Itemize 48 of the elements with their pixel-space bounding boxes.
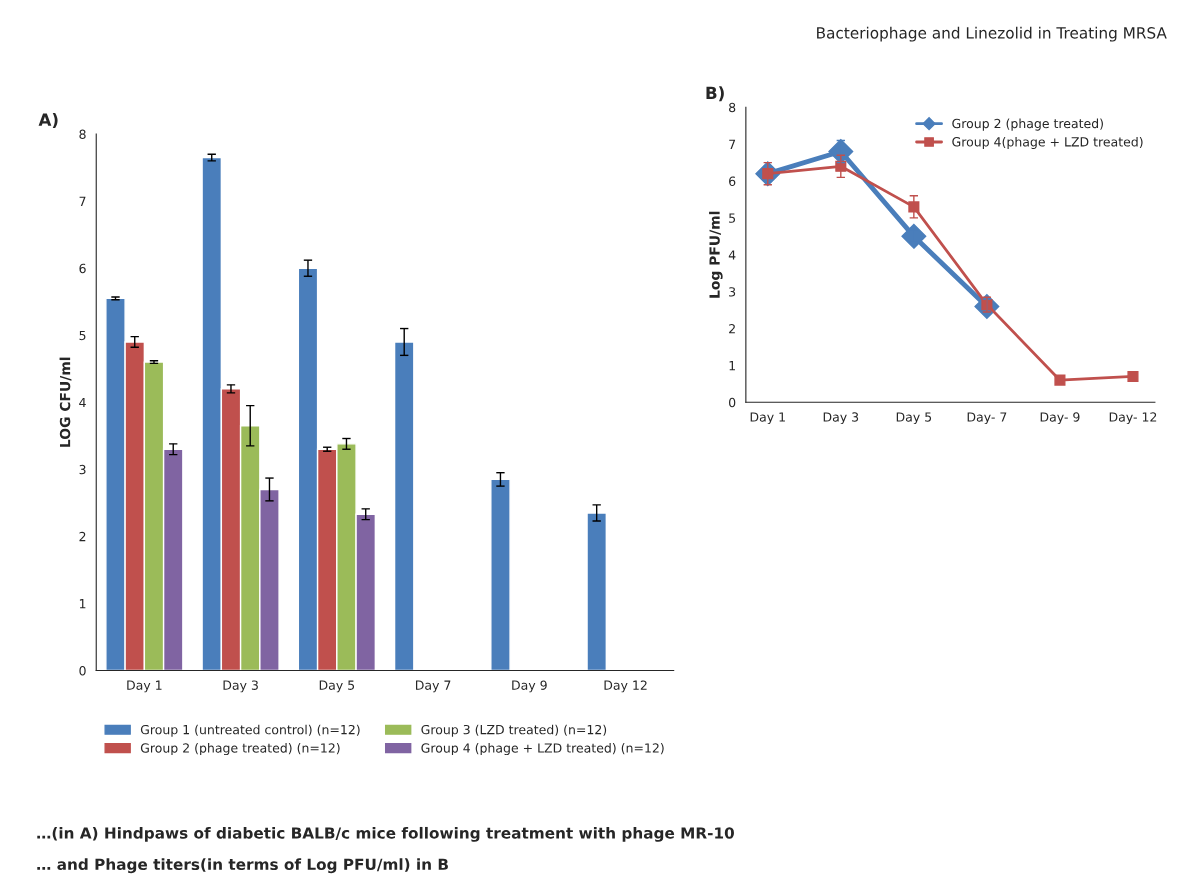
x-tick-label: Day 5 [896, 412, 932, 425]
x-tick-label: Day 1 [750, 412, 785, 425]
x-tick-label: Day 5 [319, 680, 355, 693]
bar [490, 478, 511, 671]
y-tick-label: 7 [79, 196, 86, 206]
y-tick-label: 1 [79, 599, 86, 609]
point [1127, 370, 1139, 383]
y-tick-label: 3 [729, 287, 736, 297]
chart-title: A) [38, 113, 58, 128]
y-tick-label: 5 [79, 330, 86, 341]
x-tick-label: Day 3 [223, 680, 258, 693]
y-tick-label: 2 [729, 324, 735, 334]
y-tick-label: 8 [79, 129, 86, 140]
y-tick-label: 3 [79, 464, 86, 475]
y-tick-label: 8 [729, 102, 736, 113]
x-tick-label: Day- 9 [1040, 412, 1080, 425]
legend-label: Group 2 (phage treated) (n=12) [140, 743, 340, 756]
y-axis-title: LOG CFU/ml [59, 357, 72, 447]
legend-label: Group 1 (untreated control) (n=12) [140, 724, 360, 737]
x-tick-label: Day 9 [512, 680, 547, 693]
x-tick-label: Day 12 [604, 680, 647, 693]
y-tick-label: 6 [729, 176, 736, 186]
text: … and Phage titers(in terms of Log PFU/ml) in B [37, 858, 448, 874]
x-tick-label: Day 3 [823, 412, 859, 425]
y-tick-label: 1 [729, 361, 735, 371]
x-tick-label: Day 1 [127, 680, 162, 693]
y-tick-label: 7 [729, 139, 736, 149]
legend-label: Group 4 (phage + LZD treated) (n=12) [421, 743, 664, 756]
y-tick-label: 2 [79, 531, 86, 542]
y-tick-label: 4 [728, 250, 736, 260]
x-tick-label: Day- 7 [967, 412, 1007, 425]
x-tick-label: Day 7 [416, 680, 451, 693]
y-tick-label: 4 [79, 397, 86, 408]
legend-label: Group 3 (LZD treated) (n=12) [421, 724, 607, 737]
x-tick-label: Day- 12 [1109, 412, 1157, 425]
y-tick-label: 6 [79, 263, 86, 274]
point [1054, 374, 1066, 386]
chart-title: B) [706, 86, 724, 102]
legend-label: Group 2 (phage treated) [952, 118, 1103, 131]
y-tick-label: 5 [729, 213, 736, 223]
bar [586, 512, 608, 671]
y-axis-title: Log PFU/ml [709, 211, 723, 298]
legend-label: Group 4(phage + LZD treated) [952, 136, 1143, 149]
bar [393, 341, 415, 671]
y-tick-label: 0 [729, 397, 736, 408]
y-tick-label: 0 [79, 665, 86, 676]
text: …(in A) Hindpaws of diabetic BALB/c mice following treatment with phage MR-10 [37, 826, 734, 842]
text: Bacteriophage and Linezolid in Treating MRSA [817, 26, 1167, 42]
